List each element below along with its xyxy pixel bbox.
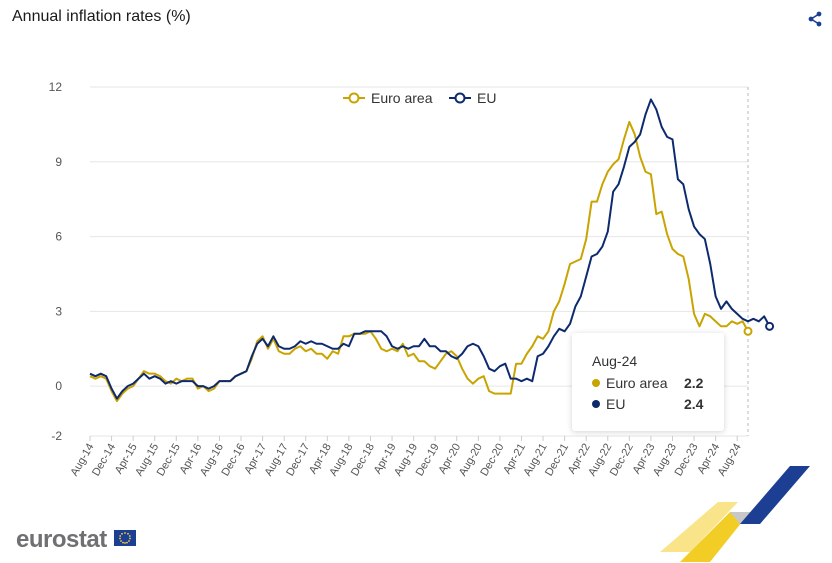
y-tick-label: 3 (55, 304, 62, 318)
legend-marker (348, 92, 360, 104)
eu-flag-icon (114, 530, 136, 546)
series-line-euro-area[interactable] (89, 120, 749, 403)
chart-title: Annual inflation rates (%) (12, 8, 191, 25)
decorative-chevron-graphic (660, 466, 810, 562)
logo-text: eurostat (16, 526, 107, 553)
legend-marker (454, 92, 466, 104)
tooltip-marker-eu (592, 400, 600, 408)
highlight-point-eu[interactable] (765, 321, 775, 331)
series-group (89, 98, 775, 403)
highlight-point-euro-area[interactable] (743, 326, 753, 336)
tooltip-series-name: Euro area (606, 375, 668, 391)
y-tick-label: 12 (49, 80, 63, 94)
y-tick-label: 6 (55, 230, 62, 244)
legend-label: Euro area (371, 90, 433, 106)
y-tick-label: -2 (51, 429, 62, 443)
tooltip-row-euro-area: Euro area 2.2 (592, 375, 712, 393)
tooltip-series-value: 2.4 (684, 396, 704, 412)
share-icon[interactable] (806, 10, 824, 28)
y-axis-ticks: -2 0 3 6 9 12 (49, 80, 63, 443)
legend-item-euro-area[interactable]: Euro area (343, 90, 433, 106)
tooltip-series-name: EU (606, 396, 626, 412)
tooltip: Aug-24 Euro area 2.2 EU 2.4 (572, 333, 724, 431)
tooltip-marker-euro-area (592, 379, 600, 387)
x-axis-ticks: Aug-14Dec-14Apr-15Aug-15Dec-15Apr-16Aug-… (68, 436, 744, 478)
series-line-eu[interactable] (89, 98, 771, 400)
legend-item-eu[interactable]: EU (449, 90, 496, 106)
tooltip-series-value: 2.2 (684, 375, 704, 391)
y-tick-label: 9 (55, 155, 62, 169)
tooltip-date: Aug-24 (592, 353, 638, 369)
tooltip-row-eu: EU 2.4 (592, 396, 712, 414)
legend: Euro area EU (343, 90, 496, 106)
legend-label: EU (477, 90, 496, 106)
y-tick-label: 0 (55, 379, 62, 393)
eurostat-logo[interactable]: eurostat (16, 524, 146, 553)
